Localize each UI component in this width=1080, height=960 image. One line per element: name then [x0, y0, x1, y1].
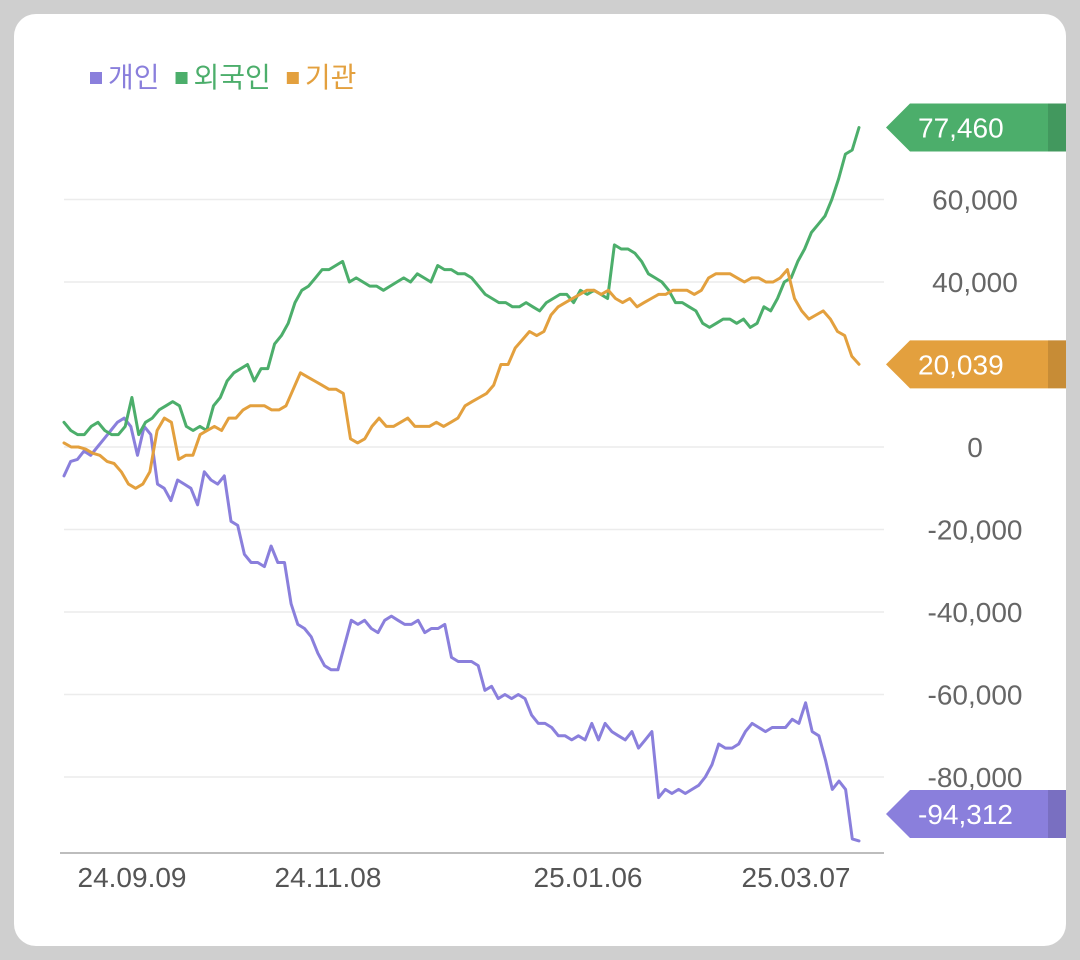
x-tick-label: 24.11.08: [275, 862, 382, 893]
y-tick-label: 0: [967, 432, 983, 463]
legend-swatch: [90, 72, 102, 84]
legend-label: 개인: [108, 61, 160, 94]
chart-card: 개인 외국인 기관 60,000 40,000 0 -20,000 -40,000 -60,0…: [14, 14, 1066, 946]
x-tick-label: 24.09.09: [78, 862, 187, 893]
x-tick-label: 25.03.07: [742, 862, 851, 893]
x-tick-label: 25.01.06: [534, 862, 643, 893]
last-value-tag: [886, 103, 1066, 152]
series-line: [62, 126, 861, 437]
y-tick-label: -80,000: [928, 762, 1023, 793]
last-value-label: 77,460: [918, 112, 1004, 143]
last-value-label: -94,312: [918, 799, 1013, 830]
y-tick-label: 60,000: [932, 185, 1018, 216]
y-tick-label: -40,000: [928, 597, 1023, 628]
legend-label: 기관: [305, 61, 357, 94]
legend-swatch: [175, 72, 188, 84]
y-tick-label: -60,000: [928, 680, 1023, 711]
y-tick-label: 40,000: [932, 267, 1018, 298]
legend-swatch: [286, 72, 299, 84]
series-line: [62, 268, 861, 490]
last-value-tag: [886, 790, 1066, 838]
last-value-tag-edge: [1048, 340, 1066, 389]
last-value-tag-edge: [1048, 790, 1066, 838]
legend-label: 외국인: [194, 61, 271, 94]
last-value-tag: [886, 340, 1066, 389]
y-tick-label: -20,000: [928, 515, 1023, 546]
investor-net-buying-chart: 개인 외국인 기관 60,000 40,000 0 -20,000 -40,000 -60,0…: [60, 61, 1066, 893]
last-value-label: 20,039: [918, 349, 1004, 380]
series-line: [62, 416, 861, 843]
last-value-tag-edge: [1048, 103, 1066, 152]
